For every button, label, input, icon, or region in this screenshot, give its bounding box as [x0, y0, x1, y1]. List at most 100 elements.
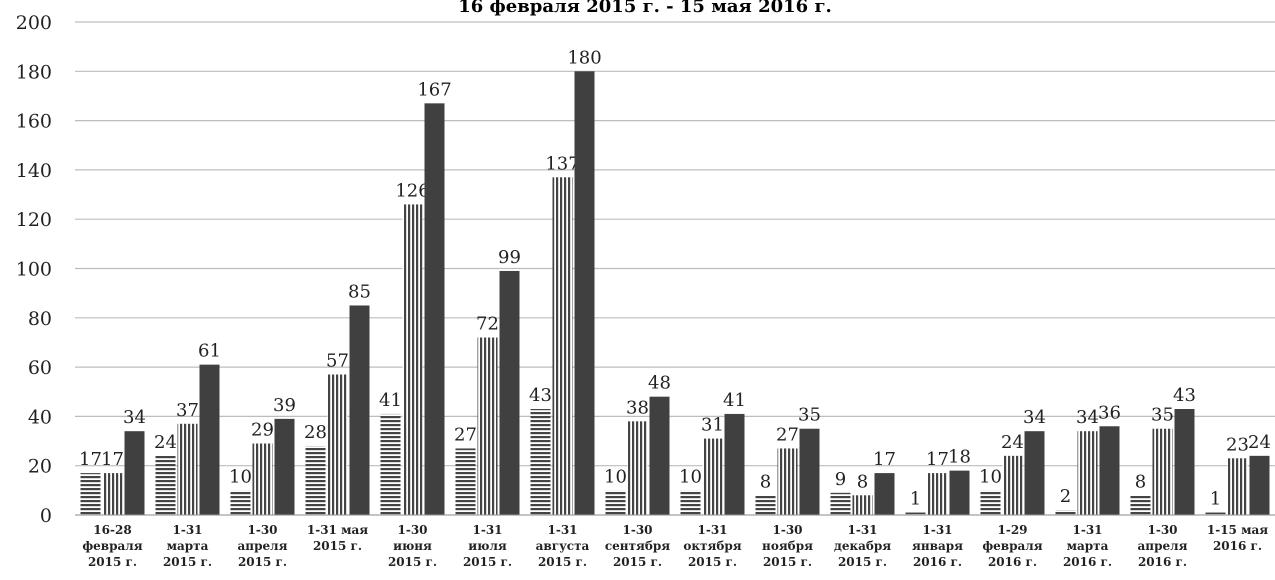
- data-label: 28: [304, 422, 327, 443]
- bar: [349, 305, 370, 515]
- data-label: 41: [723, 390, 746, 411]
- data-label: 23: [1226, 434, 1249, 455]
- data-label: 8: [760, 471, 771, 492]
- bar: [1227, 458, 1248, 515]
- x-tick-label: 1-31 мая 2015 г.: [306, 523, 369, 553]
- x-tick-label: 1-30 сентября 2015 г.: [604, 523, 671, 569]
- bar: [680, 490, 701, 515]
- bar: [424, 103, 445, 515]
- bar: [102, 473, 123, 515]
- bar: [530, 409, 551, 515]
- data-label: 24: [154, 432, 177, 453]
- y-tick-label: 80: [28, 308, 52, 330]
- bar: [799, 428, 820, 515]
- x-tick-label: 1-15 мая 2016 г.: [1206, 523, 1269, 553]
- data-label: 167: [417, 79, 451, 100]
- data-label: 24: [1248, 432, 1271, 453]
- bar: [305, 445, 326, 515]
- data-label: 10: [979, 466, 1002, 487]
- data-label: 34: [123, 407, 146, 428]
- bar: [905, 512, 926, 515]
- bar: [1002, 455, 1023, 515]
- data-label: 29: [251, 420, 274, 441]
- data-label: 72: [476, 314, 499, 335]
- x-tick-label: 1-31 октября 2015 г.: [683, 523, 742, 569]
- y-tick-label: 180: [16, 61, 52, 83]
- bar: [124, 431, 145, 515]
- bar: [724, 413, 745, 515]
- bar: [927, 473, 948, 515]
- data-label: 17: [926, 449, 949, 470]
- bar: [574, 71, 595, 516]
- x-tick-label: 1-31 марта 2016 г.: [1062, 523, 1113, 569]
- bar: [252, 443, 273, 515]
- data-label: 8: [1135, 471, 1146, 492]
- bar: [1130, 495, 1151, 515]
- x-tick-label: 1-30 апреля 2015 г.: [237, 523, 288, 569]
- data-label: 48: [648, 373, 671, 394]
- data-label: 99: [498, 247, 521, 268]
- bar: [830, 492, 851, 515]
- bar: [477, 337, 498, 515]
- data-label: 10: [604, 466, 627, 487]
- data-label: 1: [910, 489, 921, 510]
- x-tick-label: 1-31 августа 2015 г.: [535, 523, 590, 569]
- data-label: 8: [857, 471, 868, 492]
- data-label: 43: [529, 385, 552, 406]
- data-label: 37: [176, 400, 199, 421]
- data-label: 39: [273, 395, 296, 416]
- data-label: 10: [679, 466, 702, 487]
- bar: [552, 177, 573, 516]
- bar: [605, 490, 626, 515]
- x-tick-label: 1-31 декабря 2015 г.: [833, 523, 892, 569]
- bar: [1249, 455, 1270, 515]
- data-label: 27: [776, 424, 799, 445]
- x-tick-label: 1-31 июля 2015 г.: [462, 523, 513, 569]
- bar: [274, 418, 295, 515]
- data-label: 35: [1151, 405, 1174, 426]
- data-label: 43: [1173, 385, 1196, 406]
- data-label: 27: [454, 424, 477, 445]
- bar: [499, 270, 520, 515]
- bar: [327, 374, 348, 515]
- bar: [1024, 431, 1045, 515]
- bar: [1152, 428, 1173, 515]
- x-tick-label: 1-30 апреля 2016 г.: [1137, 523, 1188, 569]
- bar: [199, 364, 220, 515]
- data-label: 137: [545, 153, 579, 174]
- y-tick-label: 120: [16, 209, 52, 231]
- data-label: 126: [395, 180, 429, 201]
- data-label: 31: [701, 415, 724, 436]
- data-label: 24: [1001, 432, 1024, 453]
- bar: [1077, 431, 1098, 515]
- x-tick-label: 1-31 марта 2015 г.: [162, 523, 213, 569]
- data-label: 9: [835, 469, 846, 490]
- x-tick-label: 16-28 февраля 2015 г.: [82, 523, 143, 569]
- x-tick-label: 1-30 июня 2015 г.: [387, 523, 438, 569]
- bar: [874, 473, 895, 515]
- data-label: 57: [326, 350, 349, 371]
- bar: [980, 490, 1001, 515]
- data-label: 2: [1060, 486, 1071, 507]
- y-tick-label: 160: [16, 111, 52, 133]
- x-tick-label: 1-31 января 2016 г.: [911, 523, 964, 569]
- bar: [1205, 512, 1226, 515]
- data-label: 41: [379, 390, 402, 411]
- bar: [230, 490, 251, 515]
- data-label: 10: [229, 466, 252, 487]
- y-tick-label: 60: [28, 357, 52, 379]
- bar: [949, 470, 970, 515]
- bar: [155, 455, 176, 515]
- bar: [755, 495, 776, 515]
- bar: [380, 413, 401, 515]
- data-label: 34: [1076, 407, 1099, 428]
- data-label: 61: [198, 341, 221, 362]
- chart-title: 16 февраля 2015 г. - 15 мая 2016 г.: [458, 0, 832, 17]
- data-label: 34: [1023, 407, 1046, 428]
- bar: [177, 423, 198, 515]
- x-tick-label: 1-29 февраля 2016 г.: [982, 523, 1043, 569]
- y-tick-label: 20: [28, 456, 52, 478]
- bar: [402, 204, 423, 515]
